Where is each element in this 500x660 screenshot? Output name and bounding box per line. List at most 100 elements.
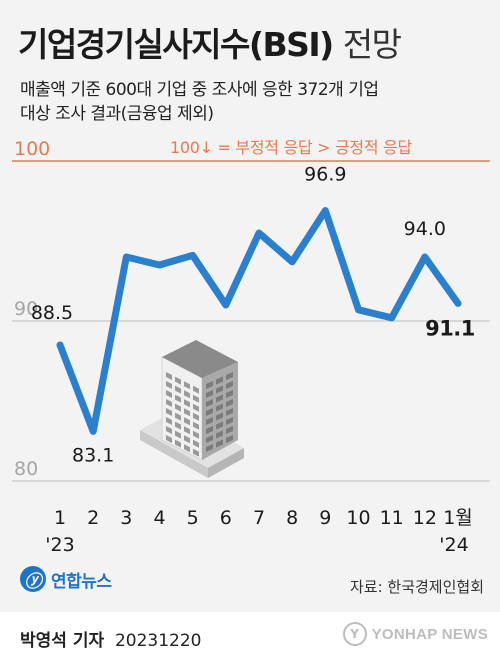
building-base-side bbox=[208, 448, 244, 478]
x-year-label: '24 bbox=[439, 534, 468, 556]
building-window bbox=[175, 412, 181, 421]
y-tick-label: 90 bbox=[14, 298, 38, 320]
building-window bbox=[193, 394, 199, 403]
building-window bbox=[175, 421, 181, 430]
building-window bbox=[226, 399, 233, 407]
x-tick-label: 11 bbox=[380, 507, 404, 529]
building-window bbox=[206, 435, 213, 443]
subtitle-line-2: 대상 조사 결과(금융업 제외) bbox=[20, 104, 214, 124]
building-window bbox=[226, 408, 233, 416]
building-window bbox=[226, 381, 233, 389]
yonhap-logo-mark: ⓨ bbox=[20, 566, 46, 592]
building-window bbox=[166, 417, 172, 425]
building-window bbox=[216, 403, 223, 412]
building-window bbox=[184, 444, 190, 453]
yonhap-logo-text: 연합뉴스 bbox=[51, 571, 112, 592]
building-illustration bbox=[140, 340, 244, 478]
building-window bbox=[184, 417, 190, 426]
x-tick-label: 1 bbox=[54, 507, 66, 529]
building-window bbox=[166, 426, 172, 434]
building-window bbox=[166, 408, 172, 416]
building-window bbox=[216, 385, 223, 394]
x-year-label: '23 bbox=[45, 534, 74, 556]
building-window bbox=[184, 390, 190, 399]
publish-date: 20231220 bbox=[114, 631, 202, 651]
x-axis: 1 2 3 4 5 6 7 8 9 10 11 12 1월'23'24 bbox=[45, 507, 472, 556]
building-window bbox=[193, 430, 199, 439]
x-tick-label: 10 bbox=[346, 507, 370, 529]
footer-bar bbox=[0, 612, 500, 660]
building-window bbox=[184, 408, 190, 417]
building-roof bbox=[162, 340, 238, 378]
building-window bbox=[184, 399, 190, 408]
building-base-front bbox=[140, 430, 208, 478]
building-window bbox=[193, 439, 199, 448]
x-tick-label: 7 bbox=[253, 507, 265, 529]
building-window bbox=[206, 417, 213, 425]
data-label: 94.0 bbox=[404, 218, 446, 240]
y-tick-label: 80 bbox=[14, 458, 38, 480]
y-tick-label: 100 bbox=[14, 138, 50, 160]
building-window bbox=[175, 394, 181, 403]
page-title: 기업경기실사지수(BSI) 전망 bbox=[18, 18, 402, 66]
building-window bbox=[193, 385, 199, 394]
building-window bbox=[166, 372, 172, 380]
data-label: 88.5 bbox=[31, 302, 73, 324]
building-window bbox=[226, 390, 233, 398]
building-window bbox=[206, 390, 213, 398]
building-window bbox=[226, 426, 233, 434]
reporter-name: 박영석 기자 bbox=[20, 631, 105, 651]
x-tick-label: 1월 bbox=[443, 507, 473, 529]
building-window bbox=[216, 421, 223, 430]
building-window bbox=[216, 394, 223, 403]
building-window bbox=[206, 426, 213, 434]
building-window bbox=[216, 412, 223, 421]
building-window bbox=[166, 381, 172, 389]
building-window bbox=[166, 390, 172, 398]
x-tick-label: 4 bbox=[153, 507, 165, 529]
grid-lines: 100 90 80 bbox=[12, 138, 490, 482]
source-credit: 자료: 한국경제인협회 bbox=[349, 578, 484, 596]
x-tick-label: 12 bbox=[413, 507, 437, 529]
building-window bbox=[226, 372, 233, 380]
building-window bbox=[206, 399, 213, 407]
building-window bbox=[216, 430, 223, 439]
building-window bbox=[175, 376, 181, 385]
building-window bbox=[226, 435, 233, 443]
building-window bbox=[206, 381, 213, 389]
yonhap-watermark: Y YONHAP NEWS bbox=[342, 622, 488, 646]
building-window bbox=[216, 439, 223, 448]
building-window bbox=[184, 426, 190, 435]
building-window bbox=[193, 412, 199, 421]
building-window bbox=[206, 444, 213, 452]
data-label: 83.1 bbox=[72, 444, 114, 466]
building-window bbox=[184, 435, 190, 444]
x-tick-label: 3 bbox=[120, 507, 132, 529]
subtitle-line-1: 매출액 기준 600대 기업 중 조사에 응한 372개 기업 bbox=[20, 80, 379, 100]
reference-note: 100↓ = 부정적 응답 > 긍정적 응답 bbox=[170, 138, 412, 157]
yonhap-logo: ⓨ 연합뉴스 bbox=[20, 566, 112, 592]
building-window bbox=[166, 435, 172, 443]
data-label: 91.1 bbox=[425, 316, 475, 340]
x-tick-label: 6 bbox=[220, 507, 232, 529]
subtitle: 매출액 기준 600대 기업 중 조사에 응한 372개 기업 대상 조사 결과… bbox=[20, 78, 490, 126]
building-windows-left bbox=[166, 372, 199, 457]
building-window bbox=[206, 408, 213, 416]
x-tick-label: 9 bbox=[319, 507, 331, 529]
x-tick-label: 2 bbox=[87, 507, 99, 529]
yonhap-watermark-icon: Y bbox=[342, 622, 367, 646]
yonhap-watermark-text: YONHAP NEWS bbox=[371, 625, 488, 643]
building-window bbox=[216, 376, 223, 385]
data-labels: 88.5 83.1 96.9 94.0 91.1 bbox=[31, 164, 476, 467]
building-window bbox=[166, 399, 172, 407]
series-line bbox=[56, 207, 462, 435]
building-window bbox=[175, 430, 181, 439]
x-tick-label: 5 bbox=[187, 507, 199, 529]
data-label: 96.9 bbox=[304, 164, 346, 186]
building-window bbox=[184, 381, 190, 390]
title-light: 전망 bbox=[342, 25, 402, 64]
building-windows-right bbox=[206, 372, 233, 452]
title-main: 기업경기실사지수(BSI) bbox=[18, 25, 334, 64]
building-window bbox=[175, 385, 181, 394]
